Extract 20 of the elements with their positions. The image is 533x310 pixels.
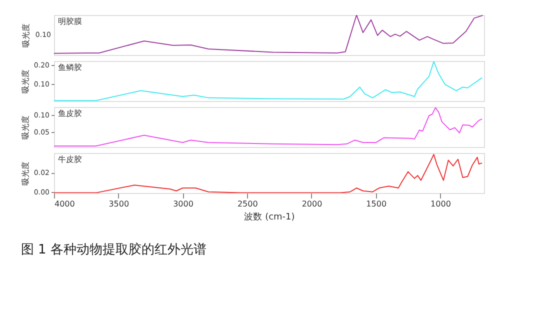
y-axis-title: 吸光度 <box>20 116 30 140</box>
caption: 图 1 各种动物提取胶的红外光谱 <box>20 242 206 258</box>
y-axis-title: 吸光度 <box>20 70 30 94</box>
text: 牛皮胶 <box>58 155 82 164</box>
line-series <box>54 61 483 101</box>
x-axis-title: 波数 (cm-1) <box>244 212 295 222</box>
text: 明胶膜 <box>58 17 82 26</box>
x-tick-label: 3500 <box>108 200 130 208</box>
y-axis-title: 吸光度 <box>20 162 30 186</box>
x-tick-label: 2500 <box>237 200 258 208</box>
text: 鱼皮胶 <box>58 109 82 118</box>
x-tick-label: 1000 <box>430 200 451 208</box>
y-axis-title: 吸光度 <box>22 24 30 48</box>
x-tick-label: 1500 <box>366 200 387 208</box>
text: 鱼鳞胶 <box>58 63 82 72</box>
line-series <box>54 154 483 193</box>
x-tick-label: 2000 <box>302 200 322 208</box>
x-tick-label: 4000 <box>54 200 75 208</box>
x-tick-label: 3000 <box>173 200 194 208</box>
line-series <box>54 107 483 146</box>
